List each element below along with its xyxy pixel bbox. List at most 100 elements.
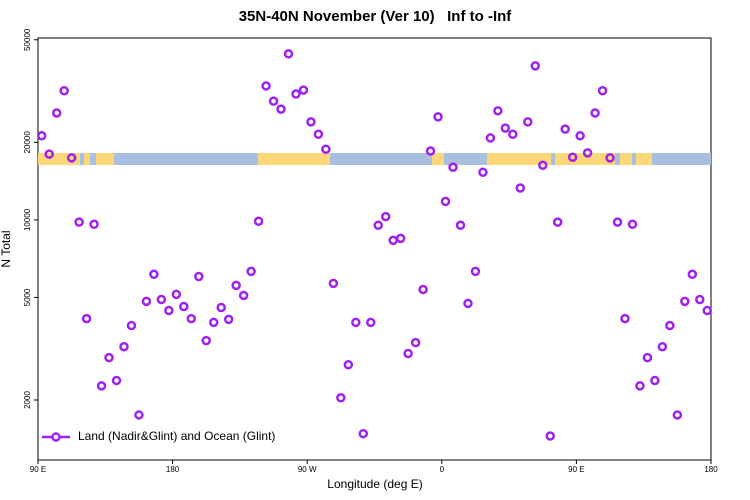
point [253, 216, 264, 226]
point [687, 269, 698, 280]
point [366, 317, 376, 328]
point [650, 375, 660, 386]
point [336, 393, 346, 403]
legend-label: Land (Nadir&Glint) and Ocean (Glint) [78, 429, 275, 443]
point [620, 313, 630, 324]
point [582, 148, 593, 158]
x-tick-label: 0 [440, 465, 445, 474]
point [81, 313, 92, 324]
point [410, 337, 421, 348]
point [44, 149, 54, 159]
point [590, 108, 600, 118]
point [111, 375, 122, 386]
y-tick-label: 50000 [23, 28, 32, 51]
y-tick-label: 20000 [23, 131, 32, 154]
point [179, 301, 189, 312]
y-tick-label: 10000 [23, 208, 32, 231]
point [627, 219, 638, 229]
point [642, 352, 653, 363]
point [328, 278, 339, 289]
point [149, 269, 159, 280]
point [635, 381, 645, 391]
point [470, 266, 481, 277]
point [268, 96, 279, 106]
point [455, 220, 466, 231]
point [575, 131, 585, 141]
y-tick-label: 5000 [23, 288, 32, 306]
point [478, 167, 488, 178]
point [702, 305, 713, 316]
point [657, 341, 668, 352]
x-axis-label: Longitude (deg E) [327, 477, 422, 491]
point [515, 183, 526, 193]
point [59, 86, 69, 96]
point [425, 146, 436, 156]
point [291, 89, 301, 99]
point [358, 428, 369, 439]
point [126, 320, 137, 331]
point [552, 217, 563, 227]
point [440, 196, 451, 207]
point [313, 129, 324, 139]
point [119, 341, 129, 352]
point [605, 153, 615, 163]
point [261, 81, 271, 91]
point [508, 129, 518, 139]
point [141, 296, 152, 307]
point [672, 410, 683, 420]
point [388, 235, 398, 246]
point [463, 298, 473, 309]
point [433, 112, 443, 122]
point [208, 317, 219, 328]
point [201, 335, 211, 346]
point [560, 124, 570, 134]
point [538, 160, 548, 170]
point [223, 314, 234, 325]
point [66, 153, 77, 163]
point [74, 217, 84, 227]
point [380, 211, 391, 222]
point [298, 85, 309, 95]
point [156, 294, 167, 305]
point [545, 431, 555, 441]
point [403, 348, 413, 359]
x-tick-label: 90 E [30, 465, 46, 474]
x-tick-label: 180 [704, 465, 718, 474]
point [695, 294, 705, 305]
point [530, 61, 541, 71]
y-tick-label: 2000 [23, 391, 32, 409]
point [246, 266, 256, 277]
point [171, 289, 182, 300]
point [351, 317, 361, 328]
point [216, 302, 226, 313]
point [523, 117, 533, 127]
x-tick-label: 180 [166, 465, 180, 474]
y-axis-label: N Total [0, 230, 13, 267]
x-tick-label: 90 E [568, 465, 584, 474]
point [36, 131, 47, 141]
point [194, 271, 204, 282]
point [500, 123, 511, 133]
point [238, 290, 249, 301]
chart-title: 35N-40N November (Ver 10) Inf to -Inf [239, 8, 513, 25]
point [665, 320, 675, 331]
point [164, 305, 174, 316]
point [680, 296, 690, 307]
point [373, 220, 383, 231]
point [493, 106, 503, 116]
point [612, 217, 623, 227]
point [96, 381, 107, 391]
point [186, 313, 197, 324]
point [343, 360, 354, 370]
point [283, 49, 294, 59]
point [567, 152, 578, 163]
point [418, 284, 428, 295]
point [306, 117, 316, 127]
legend-marker [51, 432, 61, 442]
point [597, 86, 608, 96]
point [276, 104, 286, 114]
land-ocean-strip [38, 153, 711, 165]
point [89, 219, 99, 229]
point [231, 280, 241, 291]
